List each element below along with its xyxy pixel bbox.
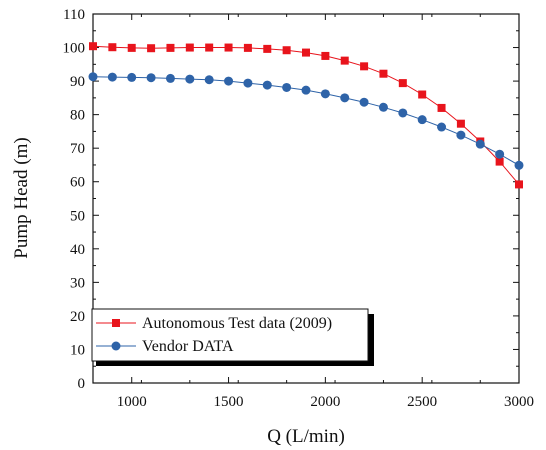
y-tick-label: 80 [70, 108, 85, 124]
data-point-vendor [398, 108, 408, 118]
data-point-autonomous [340, 56, 349, 65]
data-point-autonomous [360, 62, 369, 71]
data-point-autonomous [224, 43, 233, 52]
data-point-vendor [204, 75, 214, 85]
x-axis-ticks: 1000 1500 2000 2500 3000 [92, 14, 534, 410]
data-point-autonomous [243, 43, 252, 52]
x-axis-title: Q (L/min) [267, 426, 345, 447]
legend-label-vendor: Vendor DATA [142, 338, 234, 355]
y-tick-label: 100 [63, 41, 86, 57]
y-tick-label: 40 [70, 242, 85, 258]
data-point-vendor [146, 73, 156, 83]
data-point-vendor [456, 130, 466, 140]
data-point-vendor [88, 72, 98, 82]
data-point-vendor [185, 74, 195, 84]
y-axis-ticks: 0 10 20 30 40 50 60 70 80 90 100 110 [63, 7, 519, 392]
data-point-vendor [224, 76, 234, 86]
data-point-vendor [475, 139, 485, 149]
y-tick-label: 30 [70, 275, 85, 291]
series-line-autonomous [92, 45, 520, 185]
data-point-vendor [165, 73, 175, 83]
data-point-vendor [107, 72, 117, 82]
data-point-vendor [378, 102, 388, 112]
data-point-autonomous [147, 44, 156, 53]
data-point-autonomous [515, 180, 523, 189]
data-point-autonomous [89, 42, 97, 51]
x-tick-label: 2000 [310, 394, 340, 410]
data-point-vendor [301, 85, 311, 95]
y-tick-label: 10 [70, 342, 85, 358]
data-point-vendor [417, 115, 427, 125]
x-tick-label: 2500 [407, 394, 437, 410]
data-point-vendor [340, 93, 350, 103]
x-tick-label: 1000 [117, 394, 147, 410]
legend-marker-autonomous [112, 319, 120, 327]
data-point-vendor [514, 160, 524, 170]
data-point-vendor [437, 122, 447, 132]
data-point-autonomous [302, 48, 310, 57]
x-tick-label: 1500 [214, 394, 244, 410]
y-tick-label: 50 [70, 208, 85, 224]
data-point-vendor [359, 97, 369, 107]
legend-box [91, 308, 369, 362]
data-point-autonomous [418, 90, 427, 99]
data-point-autonomous [185, 43, 194, 52]
data-point-autonomous [282, 46, 291, 55]
data-point-autonomous [205, 43, 214, 52]
y-tick-label: 20 [70, 309, 85, 325]
legend-label-autonomous: Autonomous Test data (2009) [142, 315, 332, 332]
legend: Autonomous Test data (2009) Vendor DATA [91, 308, 374, 366]
data-point-vendor [127, 72, 137, 82]
data-point-autonomous [456, 119, 465, 128]
data-point-autonomous [127, 43, 136, 52]
data-point-autonomous [379, 69, 388, 78]
data-point-autonomous [437, 103, 446, 112]
data-point-vendor [495, 149, 505, 159]
data-point-vendor [320, 89, 330, 99]
legend-marker-vendor [111, 341, 121, 351]
x-tick-label: 3000 [504, 394, 534, 410]
y-tick-label: 60 [70, 175, 85, 191]
y-tick-label: 110 [63, 7, 85, 23]
data-point-autonomous [263, 44, 272, 53]
data-point-autonomous [321, 51, 330, 60]
data-point-vendor [282, 82, 292, 92]
data-point-autonomous [495, 157, 504, 166]
data-point-vendor [262, 80, 272, 90]
data-point-vendor [243, 78, 253, 88]
data-point-autonomous [398, 79, 407, 88]
data-point-autonomous [166, 43, 175, 52]
data-point-autonomous [108, 43, 117, 52]
y-tick-label: 90 [70, 74, 85, 90]
series-layer [88, 42, 524, 189]
y-axis-title: Pump Head (m) [11, 137, 32, 258]
y-tick-label: 70 [70, 141, 85, 157]
y-tick-label: 0 [78, 376, 86, 392]
